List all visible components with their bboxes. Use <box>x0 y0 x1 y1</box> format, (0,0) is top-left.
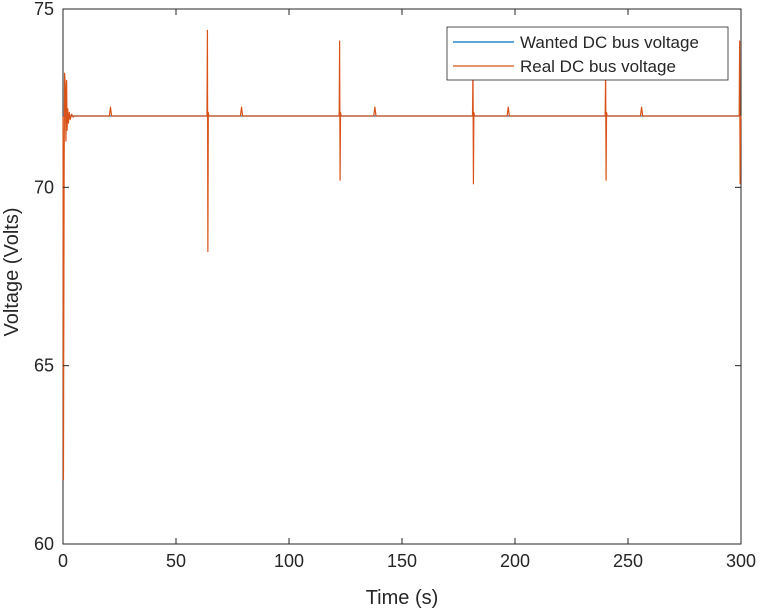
legend-label-wanted: Wanted DC bus voltage <box>520 33 699 52</box>
legend: Wanted DC bus voltage Real DC bus voltag… <box>446 26 729 81</box>
x-tick-label: 100 <box>274 551 304 571</box>
x-tick-label: 50 <box>166 551 186 571</box>
legend-label-real: Real DC bus voltage <box>520 57 676 76</box>
x-axis-label: Time (s) <box>366 587 439 609</box>
plot-area <box>62 8 742 545</box>
legend-box <box>446 26 729 81</box>
y-axis: 60 65 70 75 <box>34 0 741 554</box>
y-tick-label: 60 <box>34 534 54 554</box>
x-tick-label: 250 <box>613 551 643 571</box>
y-tick-label: 75 <box>34 0 54 19</box>
x-tick-label: 150 <box>387 551 417 571</box>
x-axis: 0 50 100 150 200 250 300 <box>58 9 756 571</box>
series-line-real <box>62 29 742 481</box>
x-tick-label: 200 <box>500 551 530 571</box>
y-tick-label: 65 <box>34 356 54 376</box>
x-tick-label: 0 <box>58 551 68 571</box>
y-tick-label: 70 <box>34 177 54 197</box>
y-axis-label: Voltage (Volts) <box>1 208 23 337</box>
series-layer <box>62 29 742 481</box>
x-tick-label: 300 <box>726 551 756 571</box>
